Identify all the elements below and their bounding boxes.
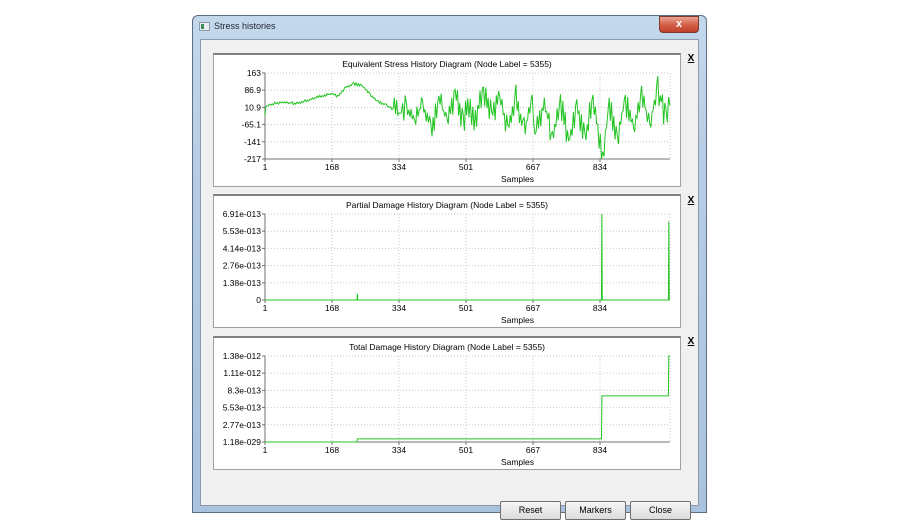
window-close-button[interactable]: x	[659, 16, 699, 33]
x-tick-label: 168	[325, 303, 339, 313]
x-tick-label: 501	[459, 162, 473, 172]
x-tick-label: 501	[459, 303, 473, 313]
x-tick-label: 168	[325, 162, 339, 172]
y-tick-label: 1.38e-012	[223, 351, 262, 361]
x-axis-label: Samples	[501, 315, 534, 325]
close-partial-damage-chart-icon[interactable]: X	[687, 195, 695, 206]
x-tick-label: 834	[593, 445, 607, 455]
app-icon	[199, 22, 210, 31]
partial-damage-plot: 6.91e-013 5.53e-013 4.14e-013 2.76e-013 1.38…	[223, 209, 671, 325]
x-tick-label: 1	[263, 303, 268, 313]
x-tick-label: 334	[392, 303, 406, 313]
chart-title: Total Damage History Diagram (Node Label…	[349, 342, 545, 352]
window-title: Stress histories	[214, 21, 276, 31]
y-tick-label: 4.14e-013	[223, 243, 262, 253]
equivalent-stress-chart-panel: Equivalent Stress History Diagram (Node …	[213, 53, 681, 187]
reset-button[interactable]: Reset	[500, 501, 561, 520]
y-tick-label: -141	[244, 137, 261, 147]
dialog-client-area: Equivalent Stress History Diagram (Node …	[200, 39, 699, 520]
x-tick-label: 168	[325, 445, 339, 455]
stress-histories-window: Stress histories x Equivalent Stress His…	[192, 15, 707, 520]
y-tick-label: -65.1	[242, 120, 262, 130]
chart-title: Partial Damage History Diagram (Node Lab…	[346, 200, 548, 210]
markers-button[interactable]: Markers	[565, 501, 626, 520]
y-tick-label: 163	[247, 68, 261, 78]
y-tick-label: -217	[244, 154, 261, 164]
series-line	[264, 76, 671, 160]
series-line	[265, 213, 670, 301]
y-tick-label: 86.9	[244, 85, 261, 95]
y-tick-label: 6.91e-013	[223, 209, 262, 219]
x-tick-label: 501	[459, 445, 473, 455]
x-tick-label: 1	[263, 445, 268, 455]
y-tick-label: 1.18e-029	[223, 437, 262, 447]
y-tick-label: 5.53e-013	[223, 403, 262, 413]
y-tick-label: 2.76e-013	[223, 261, 262, 271]
total-damage-chart-panel: Total Damage History Diagram (Node Label…	[213, 336, 681, 470]
x-tick-label: 667	[526, 162, 540, 172]
x-tick-label: 834	[593, 303, 607, 313]
partial-damage-chart-panel: Partial Damage History Diagram (Node Lab…	[213, 194, 681, 328]
x-tick-label: 667	[526, 303, 540, 313]
y-tick-label: 1.38e-013	[223, 278, 262, 288]
series-line	[265, 355, 670, 443]
x-tick-label: 1	[263, 162, 268, 172]
y-tick-label: 1.11e-012	[223, 368, 261, 378]
x-axis-label: Samples	[501, 457, 534, 467]
x-axis-label: Samples	[501, 174, 534, 184]
y-tick-label: 8.3e-013	[227, 385, 261, 395]
x-tick-label: 334	[392, 162, 406, 172]
chart-title: Equivalent Stress History Diagram (Node …	[342, 59, 552, 69]
y-tick-label: 2.77e-013	[223, 420, 262, 430]
y-tick-label: 5.53e-013	[223, 226, 262, 236]
close-stress-chart-icon[interactable]: X	[687, 53, 695, 64]
close-total-damage-chart-icon[interactable]: X	[687, 336, 695, 347]
y-tick-label: 0	[256, 295, 261, 305]
x-tick-label: 667	[526, 445, 540, 455]
title-bar[interactable]: Stress histories x	[193, 16, 706, 38]
x-tick-label: 334	[392, 445, 406, 455]
x-tick-label: 834	[593, 162, 607, 172]
total-damage-plot: 1.38e-012 1.11e-012 8.3e-013 5.53e-013 2.77e…	[223, 351, 671, 467]
close-button[interactable]: Close	[630, 501, 691, 520]
y-tick-label: 10.9	[244, 102, 261, 112]
